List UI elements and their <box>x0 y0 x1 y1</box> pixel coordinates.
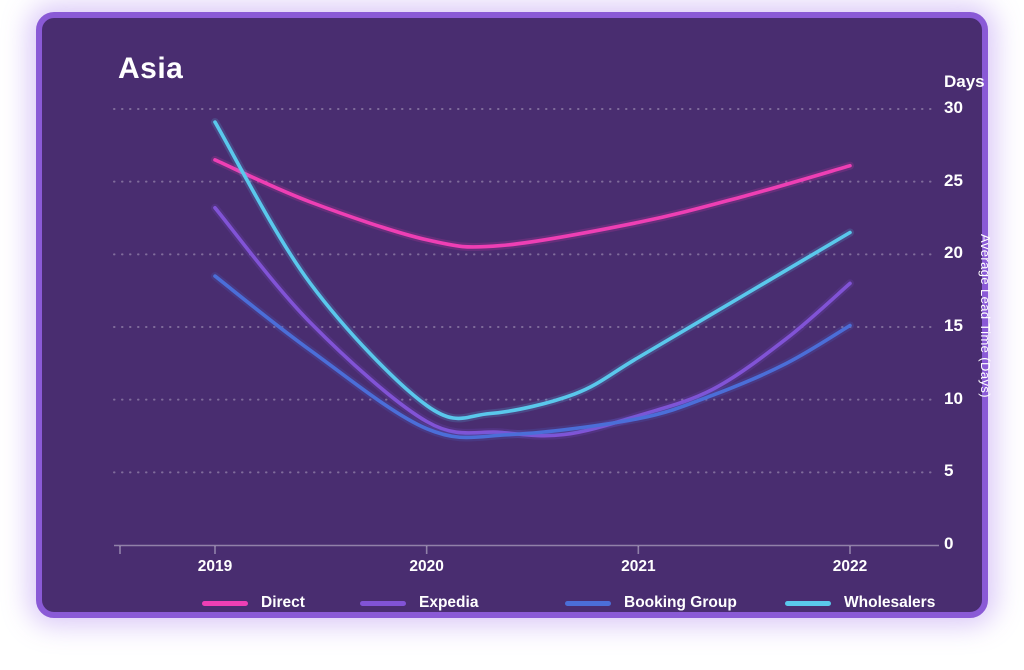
legend-swatch-booking-group <box>565 600 611 606</box>
legend-label-direct: Direct <box>261 594 305 611</box>
y-axis-unit-label: Days <box>944 72 985 91</box>
y-tick-label-20: 20 <box>944 243 963 263</box>
x-tick-label-2019: 2019 <box>197 558 233 575</box>
y-tick-label-25: 25 <box>944 170 963 190</box>
x-tick-label-2022: 2022 <box>832 558 868 575</box>
y-tick-label-15: 15 <box>944 316 963 335</box>
page-background: Asia Days Average Lead Time (Days) 0 5 10 1… <box>36 12 993 618</box>
legend-swatch-direct <box>202 600 248 606</box>
legend-item-wholesalers[interactable]: Wholesalers <box>785 594 935 612</box>
legend-item-expedia[interactable]: Expedia <box>360 594 478 612</box>
series-line-booking-group <box>213 274 852 440</box>
y-tick-label-30: 30 <box>944 98 963 117</box>
series-line-expedia <box>213 206 852 438</box>
legend-label-expedia: Expedia <box>419 594 479 611</box>
legend-item-direct[interactable]: Direct <box>202 594 305 612</box>
y-tick-label-0: 0 <box>944 534 954 553</box>
line-chart-plot <box>113 108 939 554</box>
legend-swatch-expedia <box>360 600 406 606</box>
y-tick-label-10: 10 <box>944 388 963 408</box>
y-axis-title: Average Lead Time (Days) <box>978 234 993 398</box>
legend-label-booking-group: Booking Group <box>624 594 737 611</box>
legend-swatch-wholesalers <box>785 600 831 606</box>
chart-title: Asia <box>118 52 184 85</box>
x-tick-label-2021: 2021 <box>621 558 656 575</box>
series-line-direct <box>213 158 852 249</box>
series-line-wholesalers <box>213 120 852 421</box>
y-tick-label-5: 5 <box>944 461 954 481</box>
chart-card: Asia Days Average Lead Time (Days) 0 5 10 1… <box>36 12 993 618</box>
legend-label-wholesalers: Wholesalers <box>844 594 936 611</box>
x-tick-label-2020: 2020 <box>409 558 444 575</box>
legend-item-booking-group[interactable]: Booking Group <box>565 594 737 612</box>
series-line-booking-group-glow <box>211 272 854 442</box>
